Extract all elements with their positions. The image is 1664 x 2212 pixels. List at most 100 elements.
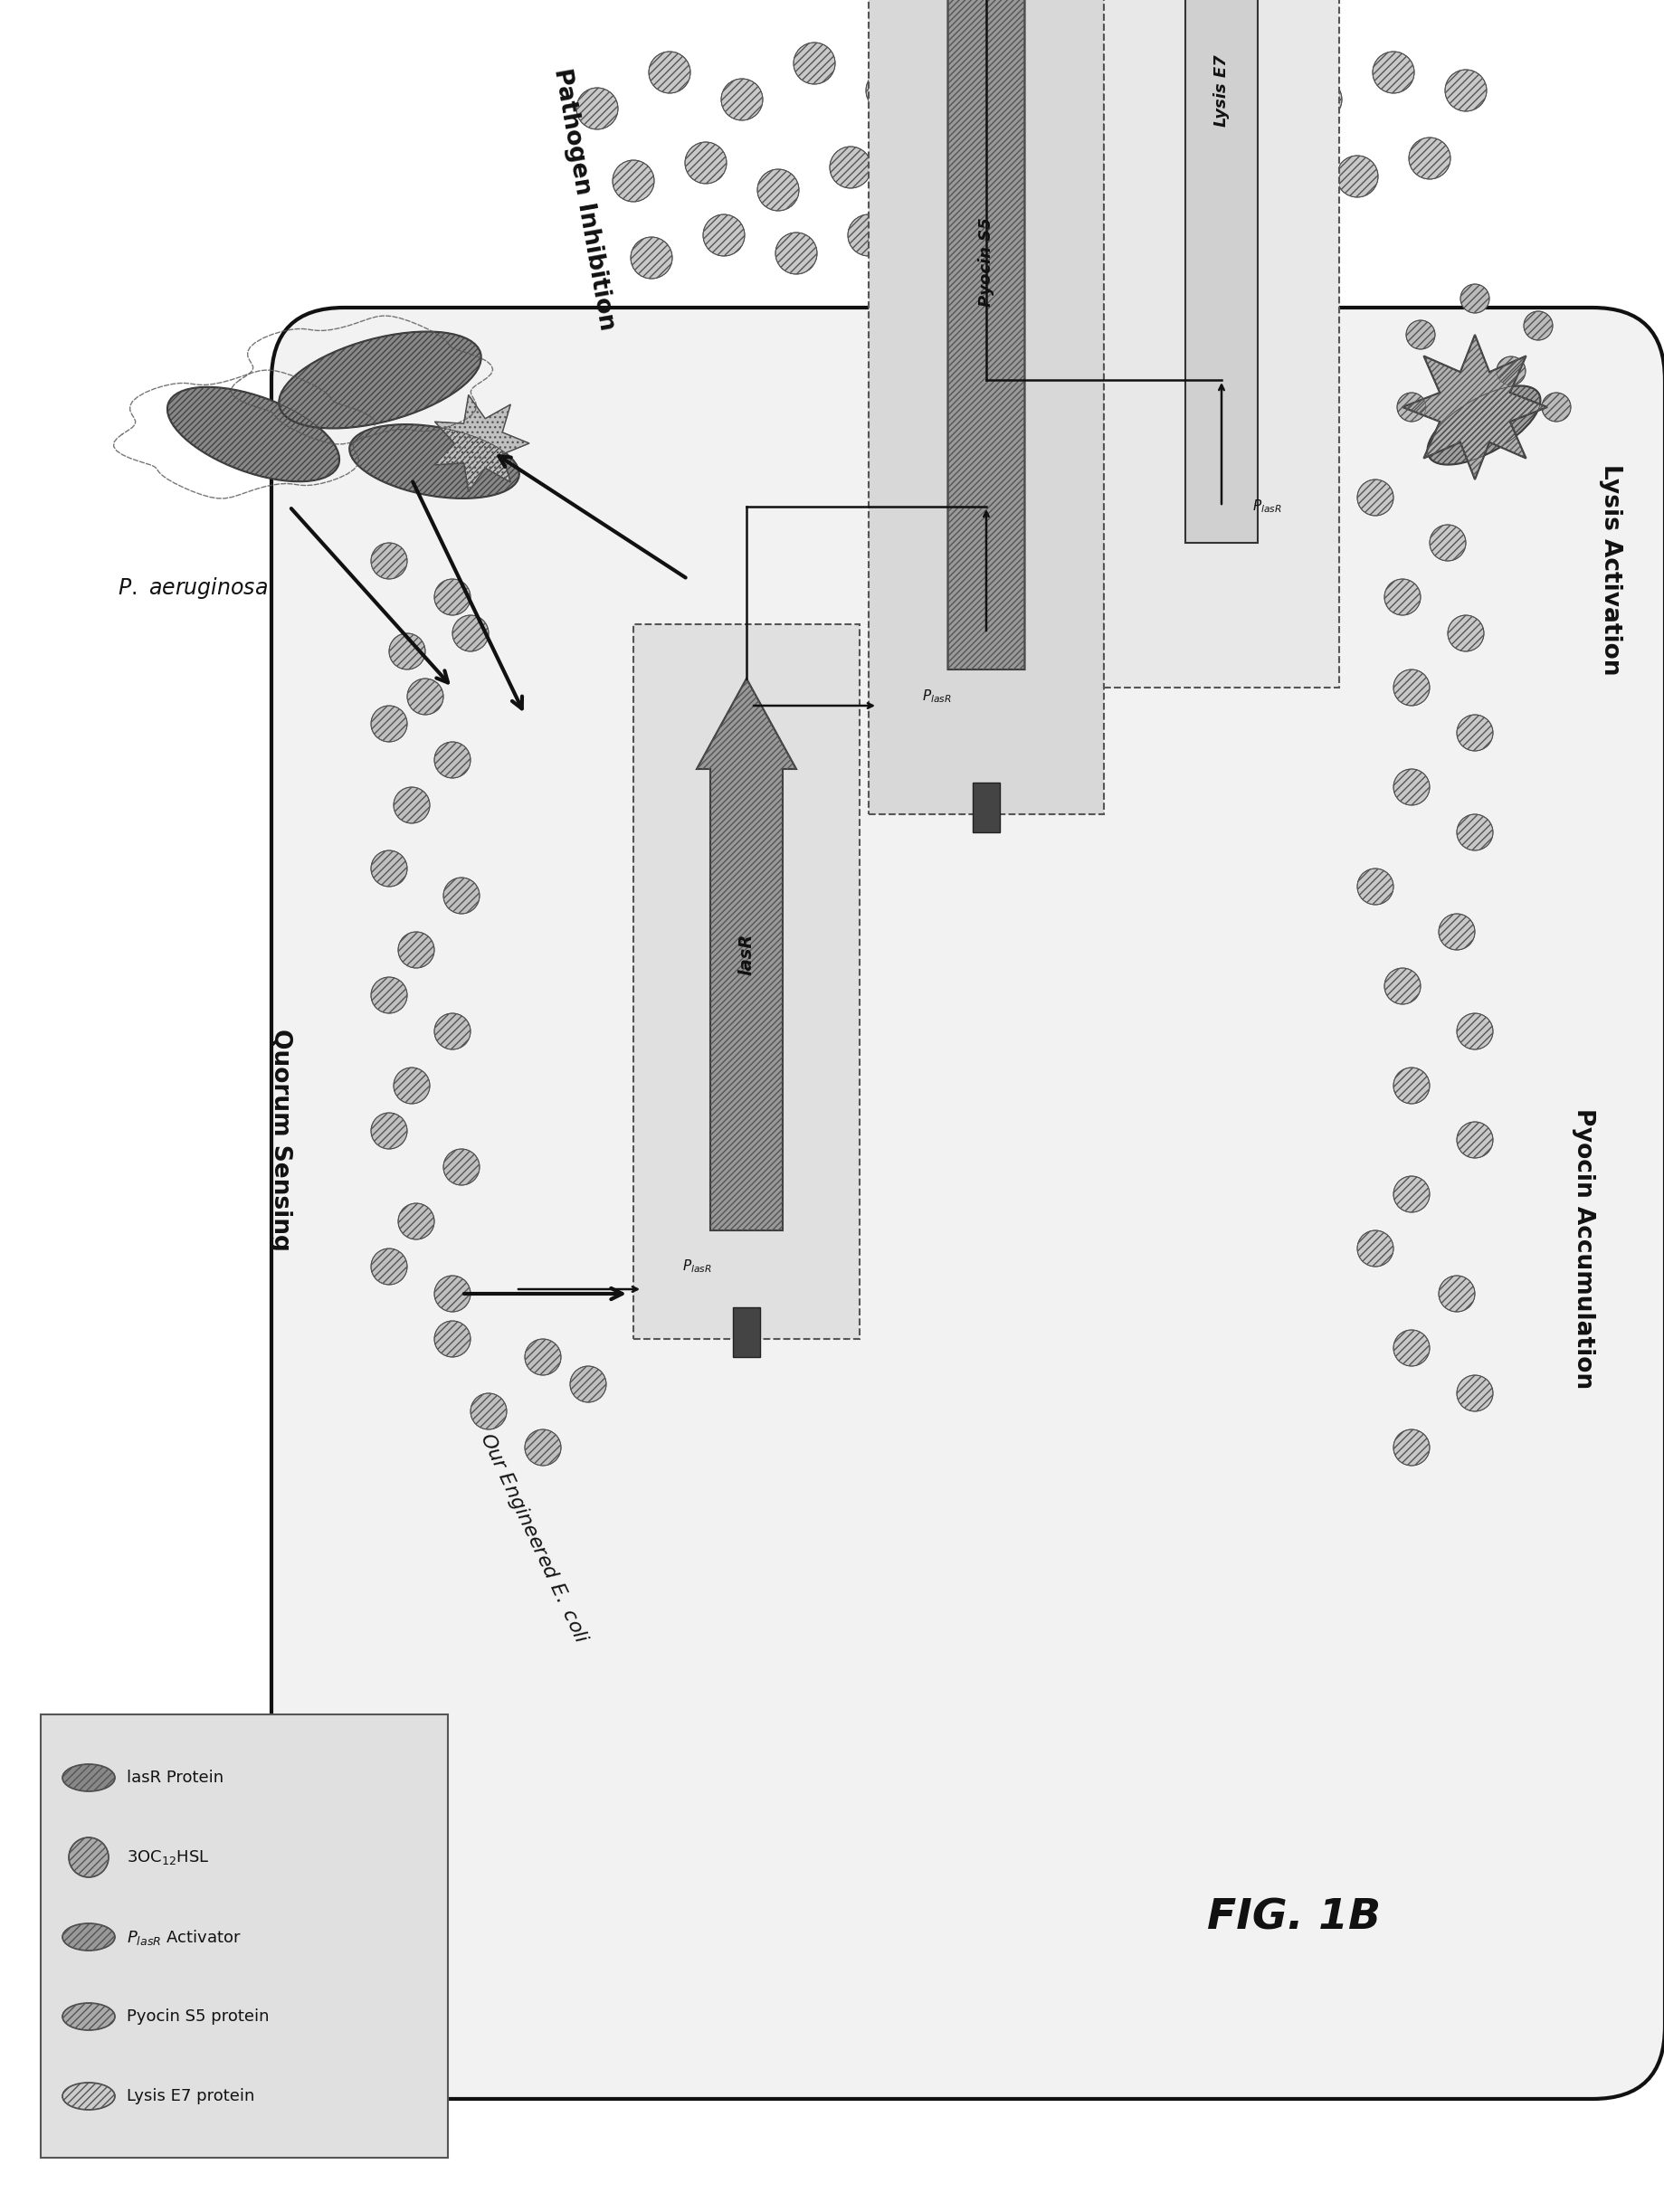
Circle shape (443, 1148, 479, 1186)
Circle shape (1406, 321, 1434, 349)
Circle shape (453, 615, 489, 650)
Circle shape (1456, 1376, 1493, 1411)
Circle shape (830, 146, 872, 188)
Circle shape (434, 741, 471, 779)
Text: Pyocin S5: Pyocin S5 (978, 217, 995, 307)
Circle shape (1456, 1121, 1493, 1159)
Circle shape (1393, 770, 1429, 805)
Circle shape (434, 1321, 471, 1356)
Circle shape (1409, 137, 1451, 179)
Circle shape (389, 633, 426, 670)
Circle shape (757, 168, 799, 210)
Text: Lysis E7: Lysis E7 (1213, 55, 1230, 126)
Circle shape (1496, 356, 1526, 385)
Circle shape (1047, 159, 1088, 201)
Circle shape (1155, 80, 1196, 119)
Circle shape (920, 228, 962, 270)
Text: Pathogen Inhibition: Pathogen Inhibition (549, 66, 619, 332)
Circle shape (1336, 155, 1378, 197)
FancyBboxPatch shape (271, 307, 1664, 2099)
Circle shape (571, 1367, 606, 1402)
Circle shape (1083, 55, 1125, 97)
Circle shape (1120, 137, 1161, 179)
Text: 3OC$_{12}$HSL: 3OC$_{12}$HSL (126, 1849, 210, 1867)
Circle shape (1393, 1329, 1429, 1367)
Text: FIG. 1B: FIG. 1B (1206, 1898, 1381, 1938)
Circle shape (576, 88, 617, 128)
Ellipse shape (63, 2084, 115, 2110)
Bar (973, 783, 1000, 832)
Circle shape (434, 580, 471, 615)
Circle shape (865, 69, 907, 111)
Circle shape (408, 679, 443, 714)
Text: $P_{lasR}$: $P_{lasR}$ (1251, 498, 1281, 515)
Circle shape (1456, 1013, 1493, 1048)
Circle shape (471, 1394, 508, 1429)
Circle shape (68, 1838, 108, 1878)
FancyArrow shape (697, 679, 797, 1230)
Circle shape (993, 210, 1035, 252)
Text: $\it{P.\ aeruginosa}$: $\it{P.\ aeruginosa}$ (118, 575, 268, 602)
FancyArrow shape (934, 0, 1038, 670)
Circle shape (1384, 969, 1421, 1004)
Circle shape (1358, 1230, 1393, 1267)
Circle shape (1461, 283, 1489, 314)
Circle shape (1456, 814, 1493, 849)
Circle shape (398, 931, 434, 969)
Circle shape (1373, 51, 1414, 93)
Circle shape (1398, 394, 1426, 422)
Ellipse shape (280, 332, 481, 429)
Circle shape (434, 1276, 471, 1312)
Text: Lysis E7 protein: Lysis E7 protein (126, 2088, 255, 2104)
Circle shape (434, 1013, 471, 1048)
Circle shape (1439, 914, 1474, 949)
Circle shape (1448, 615, 1484, 650)
Circle shape (524, 1338, 561, 1376)
Circle shape (398, 1203, 434, 1239)
Circle shape (371, 978, 408, 1013)
Circle shape (1358, 869, 1393, 905)
Circle shape (1393, 670, 1429, 706)
Circle shape (1524, 312, 1553, 341)
Circle shape (631, 237, 672, 279)
Text: lasR: lasR (737, 933, 755, 975)
Circle shape (394, 787, 429, 823)
Circle shape (371, 849, 408, 887)
Circle shape (902, 164, 943, 206)
Circle shape (1543, 394, 1571, 422)
Circle shape (1300, 80, 1341, 119)
Circle shape (975, 142, 1017, 184)
FancyBboxPatch shape (869, 0, 1103, 814)
Circle shape (1444, 69, 1486, 111)
Circle shape (1384, 580, 1421, 615)
FancyBboxPatch shape (634, 624, 860, 1338)
Ellipse shape (63, 1765, 115, 1792)
Text: Lysis Activation: Lysis Activation (1599, 465, 1622, 675)
Ellipse shape (168, 387, 339, 482)
Circle shape (371, 1113, 408, 1148)
Circle shape (1393, 1068, 1429, 1104)
FancyArrow shape (1171, 0, 1271, 542)
Circle shape (443, 878, 479, 914)
Text: Quorum Sensing: Quorum Sensing (270, 1029, 293, 1252)
Circle shape (371, 542, 408, 580)
Text: $P_{lasR}$ Activator: $P_{lasR}$ Activator (126, 1927, 241, 1947)
Circle shape (371, 706, 408, 741)
Ellipse shape (1428, 385, 1541, 465)
Circle shape (1210, 219, 1251, 261)
FancyBboxPatch shape (1103, 0, 1340, 688)
Circle shape (1439, 1276, 1474, 1312)
Text: $P_{lasR}$: $P_{lasR}$ (922, 688, 952, 706)
Circle shape (1393, 1177, 1429, 1212)
Text: $\it{Our\ Engineered\ E.\ coli}$: $\it{Our\ Engineered\ E.\ coli}$ (476, 1429, 592, 1648)
Polygon shape (1403, 334, 1548, 480)
Circle shape (1138, 206, 1180, 248)
Circle shape (1191, 159, 1233, 201)
Circle shape (704, 215, 745, 257)
Text: Pyocin S5 protein: Pyocin S5 protein (126, 2008, 270, 2024)
Circle shape (938, 51, 980, 93)
Circle shape (1065, 223, 1107, 265)
Ellipse shape (349, 425, 519, 498)
Text: $P_{lasR}$: $P_{lasR}$ (682, 1259, 712, 1274)
Circle shape (649, 51, 691, 93)
